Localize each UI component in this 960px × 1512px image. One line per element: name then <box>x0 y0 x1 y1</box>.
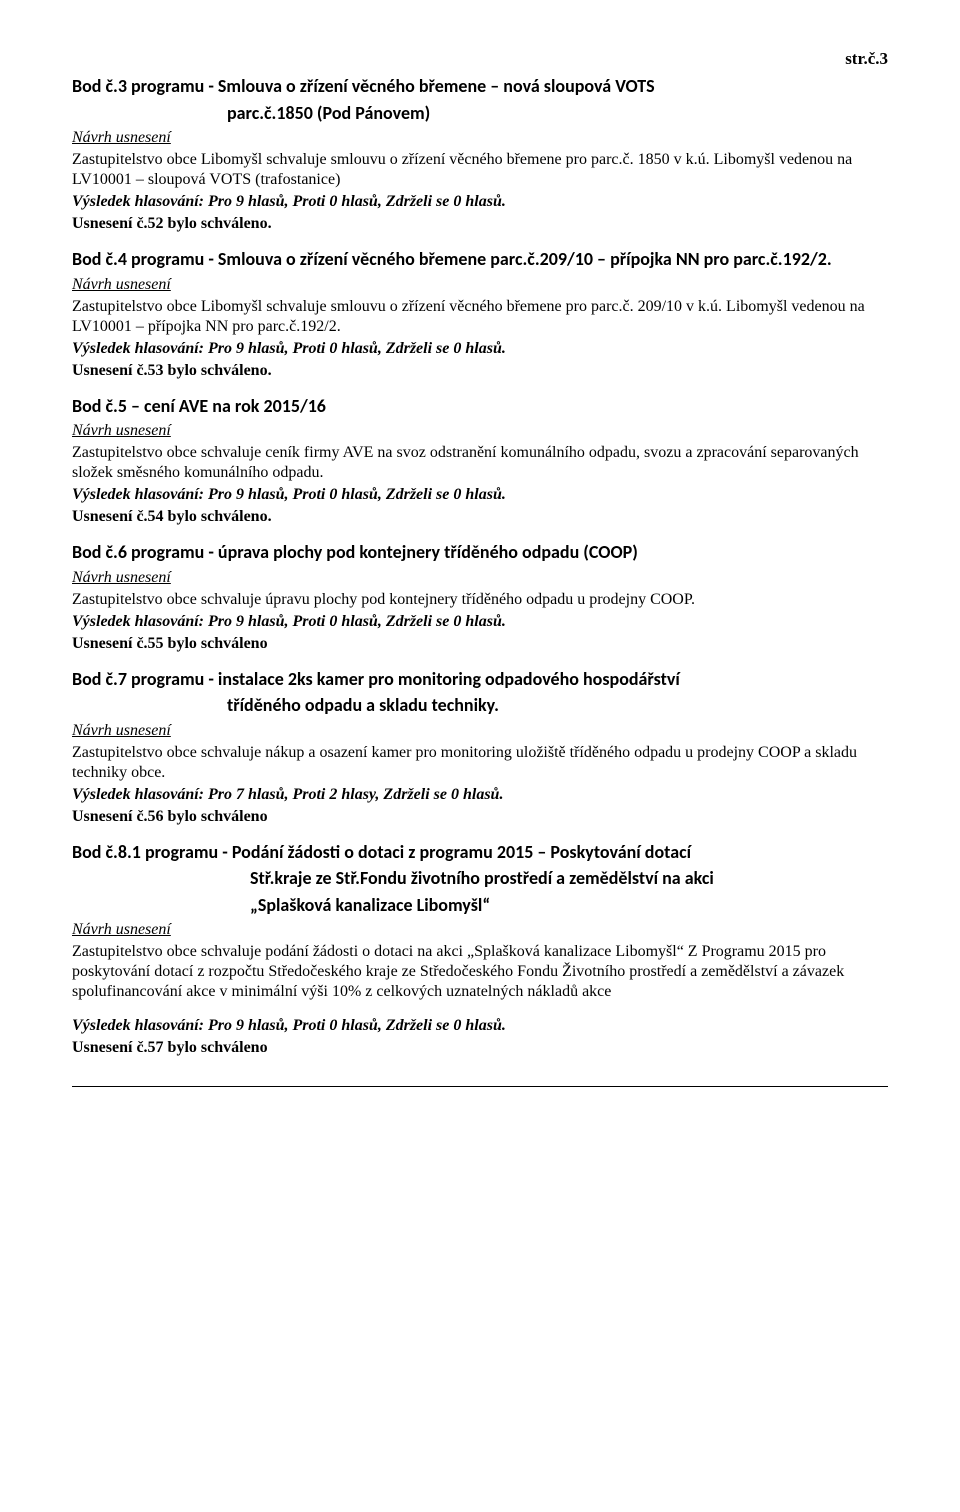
bod7-heading-line2: tříděného odpadu a skladu techniky. <box>227 694 888 717</box>
bod6-heading-line1: Bod č.6 programu - úprava plochy pod kon… <box>72 541 888 564</box>
bod81-heading-line3: „Splašková kanalizace Libomyšl“ <box>250 894 888 917</box>
section-bod6: Bod č.6 programu - úprava plochy pod kon… <box>72 541 888 654</box>
bod4-navrh: Návrh usnesení <box>72 275 888 295</box>
bod81-usneseni: Usnesení č.57 bylo schváleno <box>72 1038 888 1058</box>
bod5-usneseni: Usnesení č.54 bylo schváleno. <box>72 507 888 527</box>
section-bod5: Bod č.5 – cení AVE na rok 2015/16 Návrh … <box>72 395 888 528</box>
bod81-vysledek: Výsledek hlasování: Pro 9 hlasů, Proti 0… <box>72 1016 888 1036</box>
bod7-usneseni: Usnesení č.56 bylo schváleno <box>72 807 888 827</box>
bod6-vysledek: Výsledek hlasování: Pro 9 hlasů, Proti 0… <box>72 612 888 632</box>
bod7-heading-line1: Bod č.7 programu - instalace 2ks kamer p… <box>72 668 888 691</box>
bod6-body: Zastupitelstvo obce schvaluje úpravu plo… <box>72 590 888 610</box>
bod5-body: Zastupitelstvo obce schvaluje ceník firm… <box>72 443 888 483</box>
bod4-vysledek: Výsledek hlasování: Pro 9 hlasů, Proti 0… <box>72 339 888 359</box>
bod81-navrh: Návrh usnesení <box>72 920 888 940</box>
bod6-usneseni: Usnesení č.55 bylo schváleno <box>72 634 888 654</box>
bod3-vysledek: Výsledek hlasování: Pro 9 hlasů, Proti 0… <box>72 192 888 212</box>
bod7-vysledek: Výsledek hlasování: Pro 7 hlasů, Proti 2… <box>72 785 888 805</box>
bod4-body: Zastupitelstvo obce Libomyšl schvaluje s… <box>72 297 888 337</box>
section-bod81: Bod č.8.1 programu - Podání žádosti o do… <box>72 841 888 1059</box>
bottom-divider <box>72 1086 888 1087</box>
section-bod4: Bod č.4 programu - Smlouva o zřízení věc… <box>72 248 888 381</box>
page-number: str.č.3 <box>72 48 888 69</box>
bod81-body: Zastupitelstvo obce schvaluje podání žád… <box>72 942 888 1002</box>
bod3-heading-line2: parc.č.1850 (Pod Pánovem) <box>227 102 888 125</box>
bod81-heading-line1: Bod č.8.1 programu - Podání žádosti o do… <box>72 841 888 864</box>
bod81-heading-line2: Stř.kraje ze Stř.Fondu životního prostře… <box>250 867 888 890</box>
bod3-navrh: Návrh usnesení <box>72 128 888 148</box>
bod6-navrh: Návrh usnesení <box>72 568 888 588</box>
bod4-usneseni: Usnesení č.53 bylo schváleno. <box>72 361 888 381</box>
section-bod3: Bod č.3 programu - Smlouva o zřízení věc… <box>72 75 888 234</box>
bod5-vysledek: Výsledek hlasování: Pro 9 hlasů, Proti 0… <box>72 485 888 505</box>
bod5-navrh: Návrh usnesení <box>72 421 888 441</box>
bod7-navrh: Návrh usnesení <box>72 721 888 741</box>
bod3-body: Zastupitelstvo obce Libomyšl schvaluje s… <box>72 150 888 190</box>
bod3-heading-line1: Bod č.3 programu - Smlouva o zřízení věc… <box>72 75 888 98</box>
section-bod7: Bod č.7 programu - instalace 2ks kamer p… <box>72 668 888 827</box>
bod7-body: Zastupitelstvo obce schvaluje nákup a os… <box>72 743 888 783</box>
bod5-heading-line1: Bod č.5 – cení AVE na rok 2015/16 <box>72 395 888 418</box>
bod4-heading-line1: Bod č.4 programu - Smlouva o zřízení věc… <box>72 248 888 271</box>
bod3-usneseni: Usnesení č.52 bylo schváleno. <box>72 214 888 234</box>
